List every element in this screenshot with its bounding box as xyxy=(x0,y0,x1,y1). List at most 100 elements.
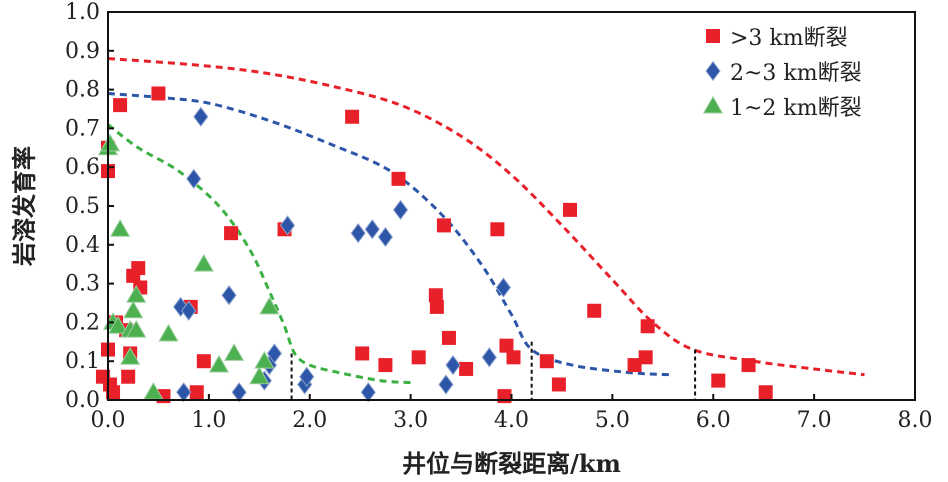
y-tick-label-4: 0.4 xyxy=(65,233,100,258)
point-triangle-2-15 xyxy=(249,366,270,385)
point-square-0-31 xyxy=(490,222,505,237)
point-square-0-23 xyxy=(378,358,393,373)
point-triangle-2-13 xyxy=(208,354,230,373)
y-tick-label-6: 0.6 xyxy=(65,155,100,180)
y-tick-label-0: 0.0 xyxy=(65,388,100,413)
point-square-0-17 xyxy=(189,385,204,400)
legend-marker-0 xyxy=(706,29,720,43)
legend-label-0: >3 km断裂 xyxy=(730,26,848,51)
x-tick-label-4: 4.0 xyxy=(494,408,529,433)
point-diamond-1-5 xyxy=(221,285,237,306)
y-tick-label-5: 0.5 xyxy=(65,194,100,219)
point-diamond-1-12 xyxy=(299,366,315,387)
legend-label-1: 2~3 km断裂 xyxy=(730,61,862,86)
point-square-0-27 xyxy=(429,299,444,314)
point-square-0-33 xyxy=(499,338,514,353)
point-square-0-18 xyxy=(196,354,211,369)
x-tick-label-8: 8.0 xyxy=(898,408,933,433)
point-square-0-43 xyxy=(741,358,756,373)
point-triangle-2-8 xyxy=(126,319,147,338)
point-diamond-1-19 xyxy=(445,354,461,376)
point-square-0-25 xyxy=(411,350,426,365)
point-square-0-30 xyxy=(459,361,474,376)
point-square-0-19 xyxy=(224,226,239,241)
point-diamond-1-14 xyxy=(360,382,376,403)
point-triangle-2-1 xyxy=(99,133,121,152)
point-triangle-2-14 xyxy=(223,343,245,361)
point-square-0-35 xyxy=(539,354,554,369)
data-points xyxy=(95,86,773,404)
point-square-0-14 xyxy=(151,86,166,101)
y-tick-label-7: 0.7 xyxy=(65,116,100,141)
point-triangle-2-3 xyxy=(107,315,129,334)
point-square-0-22 xyxy=(355,346,370,361)
x-tick-label-6: 6.0 xyxy=(696,408,731,433)
x-tick-label-1: 1.0 xyxy=(191,408,226,433)
point-square-0-39 xyxy=(627,358,642,373)
point-square-0-41 xyxy=(640,319,655,334)
point-square-0-38 xyxy=(587,303,602,318)
point-square-0-9 xyxy=(121,369,136,384)
point-square-0-36 xyxy=(551,377,566,392)
y-tick-label-8: 0.8 xyxy=(65,78,100,103)
point-square-0-7 xyxy=(113,98,128,113)
point-diamond-1-6 xyxy=(231,382,247,403)
point-diamond-1-17 xyxy=(392,199,409,221)
point-square-0-26 xyxy=(428,288,443,303)
x-tick-label-7: 7.0 xyxy=(797,408,832,433)
point-triangle-2-17 xyxy=(259,296,280,315)
y-axis-title: 岩溶发育率 xyxy=(10,146,39,267)
x-tick-label-3: 3.0 xyxy=(393,408,428,433)
point-triangle-2-5 xyxy=(120,347,141,365)
point-diamond-1-21 xyxy=(495,277,512,298)
legend: >3 km断裂 2~3 km断裂 1~2 km断裂 xyxy=(702,26,862,121)
point-diamond-1-20 xyxy=(481,347,497,368)
legend-label-2: 1~2 km断裂 xyxy=(730,96,862,121)
y-tick-label-3: 0.3 xyxy=(65,272,100,297)
point-square-0-37 xyxy=(563,202,578,217)
envelope-curves xyxy=(107,57,865,385)
point-triangle-2-11 xyxy=(158,323,179,342)
point-diamond-1-10 xyxy=(279,215,296,236)
point-diamond-1-15 xyxy=(364,219,380,240)
point-square-0-28 xyxy=(436,218,451,233)
y-tick-label-1: 0.1 xyxy=(65,349,100,374)
point-diamond-1-4 xyxy=(193,106,209,127)
envelope-curve-1 xyxy=(107,91,673,377)
point-diamond-1-1 xyxy=(176,382,192,403)
point-diamond-1-2 xyxy=(181,300,197,321)
point-square-0-12 xyxy=(131,261,146,276)
point-triangle-2-12 xyxy=(193,253,214,272)
envelope-curve-2 xyxy=(107,123,411,385)
point-square-0-40 xyxy=(638,350,653,365)
y-tick-label-10: 1.0 xyxy=(65,0,100,25)
point-square-0-44 xyxy=(758,385,773,400)
x-tick-label-0: 0.0 xyxy=(91,408,126,433)
x-tick-label-5: 5.0 xyxy=(595,408,630,433)
point-diamond-1-18 xyxy=(438,374,454,395)
legend-marker-2 xyxy=(702,95,724,114)
point-triangle-2-4 xyxy=(109,218,131,237)
point-triangle-2-9 xyxy=(126,284,147,303)
point-triangle-2-7 xyxy=(123,300,144,319)
cutoff-lines xyxy=(290,341,697,400)
x-axis-title: 井位与断裂距离/km xyxy=(402,449,621,478)
point-triangle-2-16 xyxy=(254,350,275,369)
point-square-0-32 xyxy=(497,389,512,404)
point-square-0-42 xyxy=(711,373,726,388)
point-diamond-1-16 xyxy=(377,226,394,248)
legend-marker-1 xyxy=(705,60,721,82)
point-diamond-1-13 xyxy=(350,223,366,244)
point-diamond-1-3 xyxy=(186,168,202,189)
y-tick-label-9: 0.9 xyxy=(65,39,100,64)
axes: 0.0 1.0 2.0 3.0 4.0 5.0 6.0 7.0 8.0 0.0 0.1 0.2 0.3 0… xyxy=(65,0,933,433)
point-square-0-29 xyxy=(441,330,456,345)
point-square-0-5 xyxy=(106,385,121,400)
y-tick-label-2: 0.2 xyxy=(65,310,100,335)
point-square-0-21 xyxy=(345,109,360,124)
x-tick-label-2: 2.0 xyxy=(292,408,327,433)
point-diamond-1-9 xyxy=(266,343,283,364)
point-square-0-24 xyxy=(391,171,406,186)
point-square-0-34 xyxy=(506,350,521,365)
